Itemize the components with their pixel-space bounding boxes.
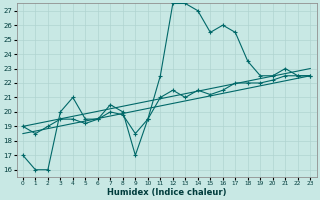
X-axis label: Humidex (Indice chaleur): Humidex (Indice chaleur) bbox=[107, 188, 226, 197]
